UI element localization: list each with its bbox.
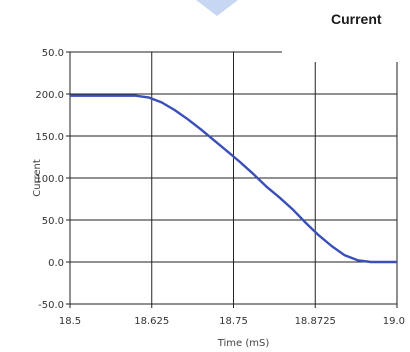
y-tick-label: -50.0 — [38, 300, 64, 311]
x-axis-ticks: 18.5 18.625 18.75 18.8725 19.0 — [59, 304, 405, 327]
chevron-icon — [196, 0, 238, 16]
y-tick-label: 150.0 — [35, 132, 64, 143]
x-tick-label: 18.8725 — [295, 316, 336, 327]
y-axis-ticks: 50.0 200.0 150.0 100.0 50.0 0.0 -50.0 — [35, 48, 70, 311]
y-tick-label: 0.0 — [48, 258, 64, 269]
x-axis-label: Time (mS) — [217, 338, 270, 349]
series-line — [70, 94, 397, 264]
x-tick-label: 18.625 — [134, 316, 169, 327]
x-tick-label: 18.5 — [59, 316, 81, 327]
y-axis-label: Current — [32, 159, 43, 197]
y-tick-label: 50.0 — [42, 216, 64, 227]
chart-title: Current — [331, 11, 382, 27]
grid — [69, 51, 398, 305]
x-tick-label: 18.75 — [219, 316, 248, 327]
y-tick-label: 50.0 — [42, 48, 64, 59]
series-layer — [70, 94, 397, 264]
y-tick-label: 200.0 — [35, 90, 64, 101]
x-tick-label: 19.0 — [383, 316, 405, 327]
y-tick-label: 100.0 — [35, 174, 64, 185]
